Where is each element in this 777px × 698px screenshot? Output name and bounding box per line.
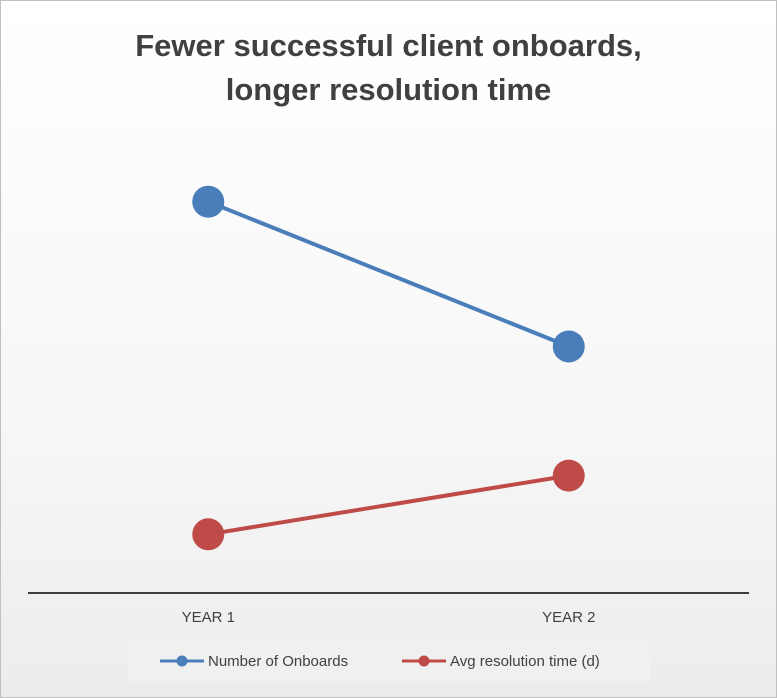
data-point-avg-resolution-time-d-year-2 xyxy=(552,459,585,492)
data-point-number-of-onboards-year-1 xyxy=(192,185,225,218)
x-tick-label-year-1: YEAR 1 xyxy=(182,609,235,626)
legend-marker-onboards xyxy=(160,655,204,667)
legend-label-resolution-time: Avg resolution time (d) xyxy=(450,652,600,670)
legend-dot-number-of-onboards xyxy=(176,655,188,667)
data-point-avg-resolution-time-d-year-1 xyxy=(192,518,225,551)
legend-dot-avg-resolution-time-d xyxy=(418,655,430,667)
legend: Number of Onboards Avg resolution time (… xyxy=(128,641,650,681)
legend-marker-resolution-time xyxy=(402,655,446,667)
data-point-number-of-onboards-year-2 xyxy=(552,330,585,363)
x-tick-label-year-2: YEAR 2 xyxy=(542,609,595,626)
chart-title: Fewer successful client onboards, longer… xyxy=(0,24,777,112)
chart-title-line-1: Fewer successful client onboards, xyxy=(135,28,642,63)
legend-item-resolution-time: Avg resolution time (d) xyxy=(400,641,600,681)
legend-label-onboards: Number of Onboards xyxy=(208,652,349,670)
series-line-number-of-onboards xyxy=(206,199,571,349)
chart-title-line-2: longer resolution time xyxy=(225,72,552,107)
legend-item-onboards: Number of Onboards xyxy=(158,641,348,681)
series-line-avg-resolution-time-d xyxy=(206,473,571,537)
